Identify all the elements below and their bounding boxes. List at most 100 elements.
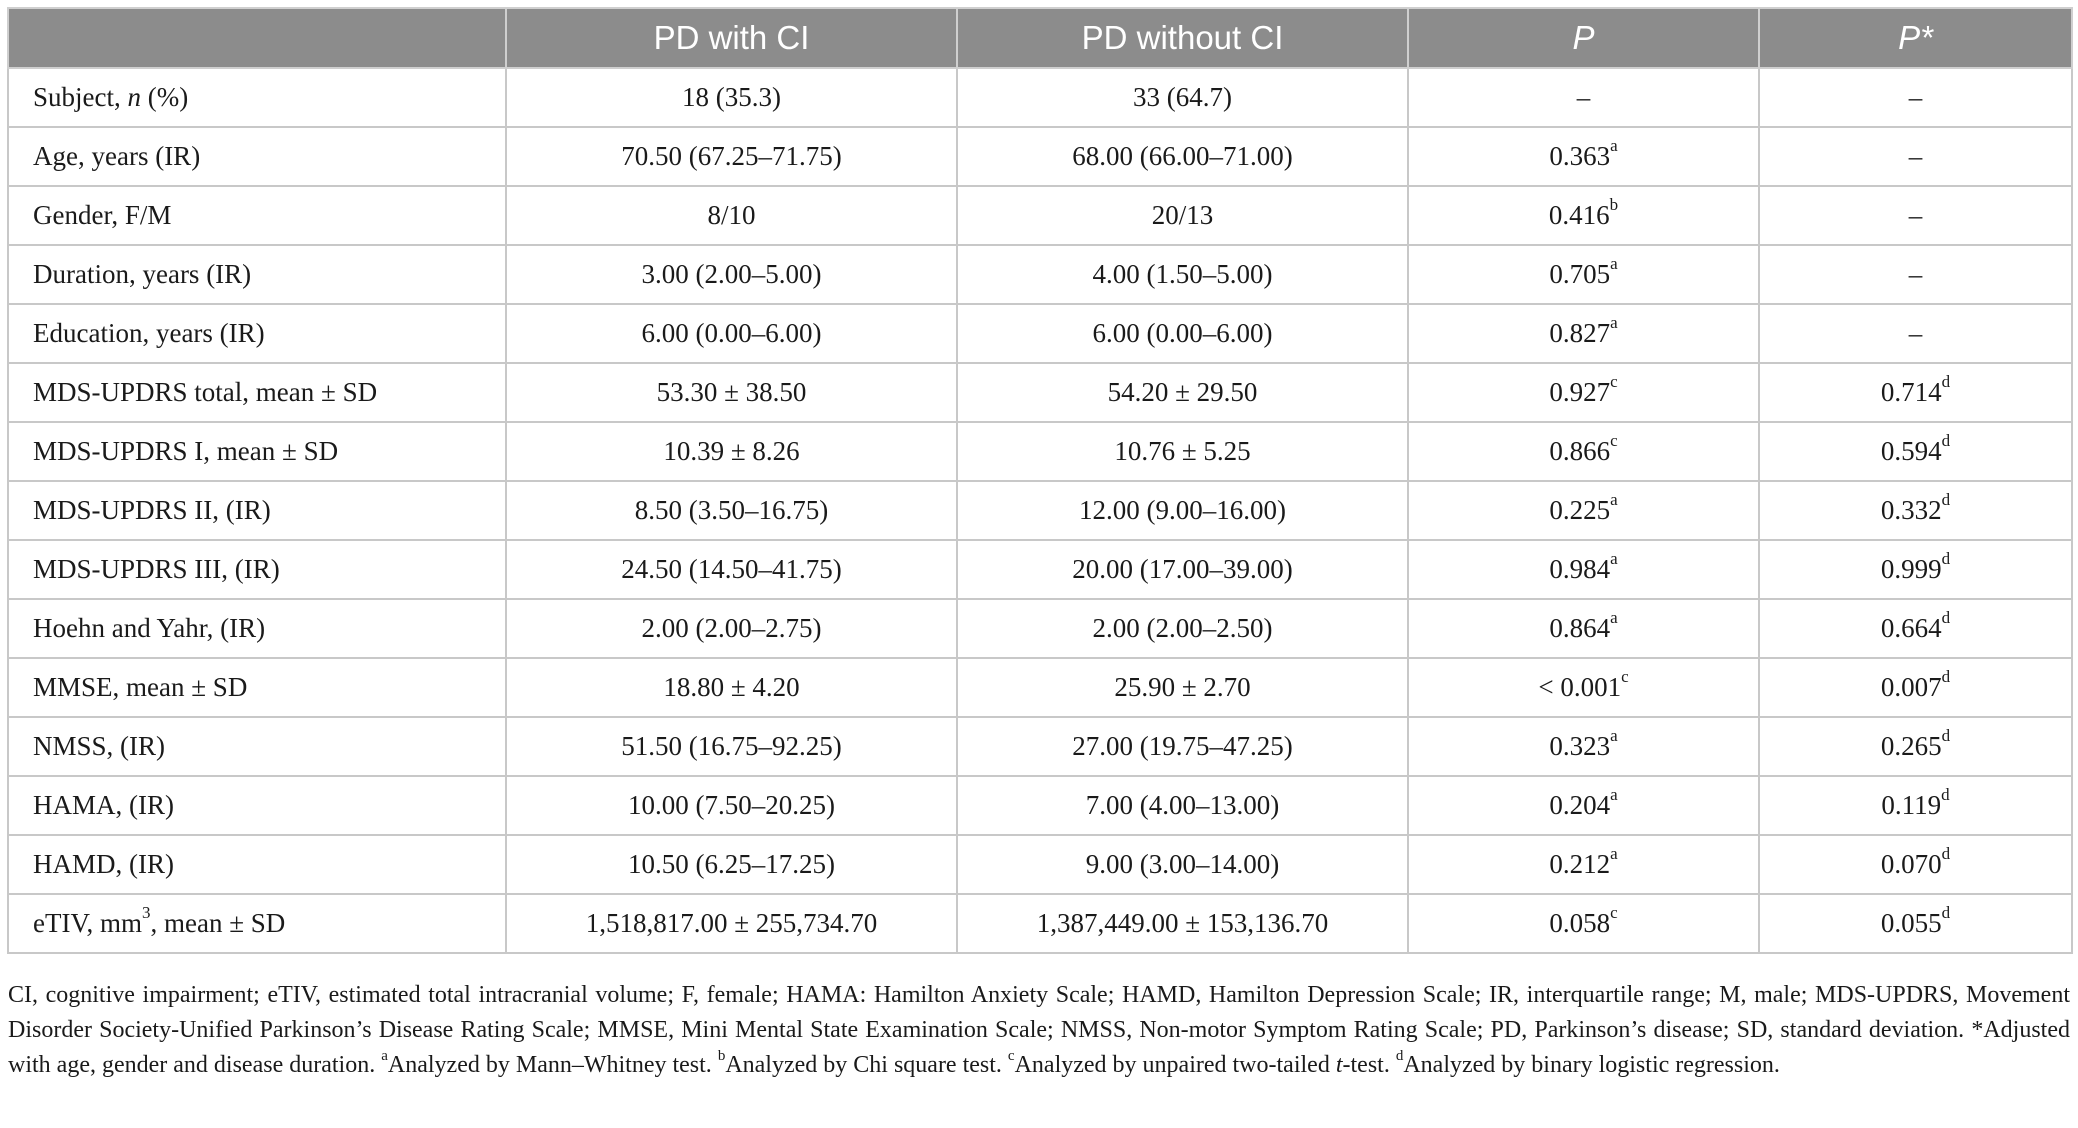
header-cell-p: P (1407, 7, 1760, 69)
cell-pd-with-ci: 24.50 (14.50–41.75) (505, 539, 958, 600)
row-label-suffix: (%) (141, 82, 189, 112)
cell-pd-without-ci: 27.00 (19.75–47.25) (956, 716, 1409, 777)
cell-p-adjusted: 0.007d (1758, 657, 2073, 718)
cell-pd-without-ci: 54.20 ± 29.50 (956, 362, 1409, 423)
cell-pd-without-ci-value: 7.00 (4.00–13.00) (1085, 790, 1280, 820)
cell-pd-without-ci-value: 4.00 (1.50–5.00) (1092, 259, 1273, 289)
footnote-note-c-post: -test. (1342, 1052, 1396, 1078)
table-row: HAMD, (IR) 10.50 (6.25–17.25) 9.00 (3.00–1… (7, 834, 2073, 895)
cell-p-adjusted-value: 0.055 (1880, 908, 1942, 938)
cell-p-adjusted-value: 0.007 (1880, 672, 1942, 702)
data-table-container: PD with CI PD without CI P P* Subject, n… (7, 7, 2073, 954)
cell-p-value-value: 0.416 (1548, 200, 1610, 230)
cell-p-value-superscript: a (1610, 785, 1618, 804)
cell-pd-with-ci: 51.50 (16.75–92.25) (505, 716, 958, 777)
cell-p-value: 0.705a (1407, 244, 1760, 305)
cell-pd-without-ci: 6.00 (0.00–6.00) (956, 303, 1409, 364)
cell-p-value: 0.827a (1407, 303, 1760, 364)
cell-p-value: 0.363a (1407, 126, 1760, 187)
cell-p-value-superscript: c (1610, 431, 1618, 450)
cell-pd-with-ci: 18.80 ± 4.20 (505, 657, 958, 718)
results-table: PD with CI PD without CI P P* Subject, n… (7, 7, 2073, 954)
cell-p-adjusted-superscript: d (1941, 372, 1951, 391)
row-label: HAMD, (IR) (7, 834, 507, 895)
cell-p-value-value: 0.864 (1549, 613, 1611, 643)
cell-p-adjusted-value: 0.594 (1880, 436, 1942, 466)
cell-pd-without-ci-value: 9.00 (3.00–14.00) (1085, 849, 1280, 879)
row-label-text: NMSS, (IR) (33, 731, 166, 761)
cell-p-adjusted: – (1758, 67, 2073, 128)
cell-pd-without-ci: 20/13 (956, 185, 1409, 246)
row-label: MDS-UPDRS total, mean ± SD (7, 362, 507, 423)
cell-p-adjusted-superscript: d (1941, 785, 1950, 804)
cell-pd-without-ci-value: 20/13 (1151, 200, 1214, 230)
cell-p-value-superscript: a (1610, 490, 1618, 509)
cell-p-adjusted: 0.664d (1758, 598, 2073, 659)
footnote-sup-c: c (1007, 1048, 1015, 1064)
row-label-text: Gender, F/M (33, 200, 172, 230)
table-row: Hoehn and Yahr, (IR) 2.00 (2.00–2.75) 2.00… (7, 598, 2073, 659)
cell-p-adjusted-value: 0.119 (1881, 790, 1942, 820)
cell-pd-with-ci-value: 24.50 (14.50–41.75) (621, 554, 842, 584)
footnote-note-c-pre: Analyzed by unpaired two-tailed (1014, 1052, 1336, 1078)
cell-pd-without-ci: 10.76 ± 5.25 (956, 421, 1409, 482)
footnote-sup-b: b (717, 1048, 726, 1064)
cell-p-adjusted: 0.999d (1758, 539, 2073, 600)
cell-p-adjusted-superscript: d (1941, 667, 1951, 686)
cell-p-value-value: 0.058 (1549, 908, 1611, 938)
cell-p-adjusted-value: 0.714 (1880, 377, 1942, 407)
cell-pd-with-ci: 3.00 (2.00–5.00) (505, 244, 958, 305)
cell-p-value-superscript: a (1610, 136, 1618, 155)
cell-pd-without-ci-value: 6.00 (0.00–6.00) (1092, 318, 1273, 348)
header-cell-p-adjusted: P* (1758, 7, 2073, 69)
cell-pd-without-ci-value: 12.00 (9.00–16.00) (1079, 495, 1286, 525)
cell-p-value: 0.866c (1407, 421, 1760, 482)
footnote-text: CI, cognitive impairment; eTIV, estimate… (8, 978, 2070, 1083)
header-cell-pd-with-ci: PD with CI (505, 7, 958, 69)
cell-p-adjusted: – (1758, 303, 2073, 364)
row-label: MDS-UPDRS III, (IR) (7, 539, 507, 600)
cell-p-adjusted-superscript: d (1941, 903, 1951, 922)
cell-pd-with-ci-value: 1,518,817.00 ± 255,734.70 (585, 908, 878, 938)
table-body: Subject, n (%) 18 (35.3) 33 (64.7) – – Age, y… (7, 67, 2073, 954)
row-label-text: MDS-UPDRS total, mean ± SD (33, 377, 378, 407)
cell-pd-with-ci-value: 8/10 (707, 200, 756, 230)
table-row: MDS-UPDRS III, (IR) 24.50 (14.50–41.75) 20… (7, 539, 2073, 600)
cell-pd-with-ci-value: 51.50 (16.75–92.25) (621, 731, 842, 761)
table-row: Duration, years (IR) 3.00 (2.00–5.00) 4.00… (7, 244, 2073, 305)
cell-pd-without-ci-value: 1,387,449.00 ± 153,136.70 (1036, 908, 1329, 938)
cell-p-adjusted-value: – (1908, 141, 1923, 171)
cell-pd-without-ci-value: 20.00 (17.00–39.00) (1072, 554, 1293, 584)
cell-pd-with-ci: 1,518,817.00 ± 255,734.70 (505, 893, 958, 954)
row-label-text: Hoehn and Yahr, (IR) (33, 613, 266, 643)
row-label-text: Education, years (IR) (33, 318, 265, 348)
row-label-tail: , mean ± SD (150, 908, 286, 938)
cell-p-adjusted: 0.714d (1758, 362, 2073, 423)
cell-pd-without-ci-value: 27.00 (19.75–47.25) (1072, 731, 1293, 761)
row-label-text: MDS-UPDRS III, (IR) (33, 554, 280, 584)
cell-p-adjusted: 0.070d (1758, 834, 2073, 895)
cell-pd-without-ci: 12.00 (9.00–16.00) (956, 480, 1409, 541)
cell-pd-without-ci: 20.00 (17.00–39.00) (956, 539, 1409, 600)
cell-p-value: 0.864a (1407, 598, 1760, 659)
row-label-italic: n (127, 82, 142, 112)
cell-p-adjusted-value: – (1908, 82, 1923, 112)
row-label-superscript: 3 (142, 903, 151, 922)
cell-p-adjusted-value: – (1908, 259, 1923, 289)
cell-p-value: 0.225a (1407, 480, 1760, 541)
cell-p-value-superscript: a (1610, 313, 1618, 332)
row-label-text: eTIV, mm (33, 908, 142, 938)
cell-p-adjusted: 0.594d (1758, 421, 2073, 482)
cell-p-adjusted-superscript: d (1941, 549, 1951, 568)
footnote-note-c-italic: t (1335, 1052, 1343, 1078)
cell-pd-with-ci-value: 10.39 ± 8.26 (663, 436, 800, 466)
cell-p-adjusted-superscript: d (1941, 726, 1951, 745)
cell-pd-with-ci-value: 3.00 (2.00–5.00) (641, 259, 822, 289)
row-label: Hoehn and Yahr, (IR) (7, 598, 507, 659)
footnote-sup-a: a (381, 1048, 388, 1064)
footnote-note-b: Analyzed by Chi square test. (725, 1052, 1008, 1078)
cell-p-value-superscript: c (1610, 903, 1618, 922)
cell-p-adjusted: – (1758, 126, 2073, 187)
table-row: MMSE, mean ± SD 18.80 ± 4.20 25.90 ± 2.70 <… (7, 657, 2073, 718)
cell-p-value-value: 0.363 (1549, 141, 1611, 171)
